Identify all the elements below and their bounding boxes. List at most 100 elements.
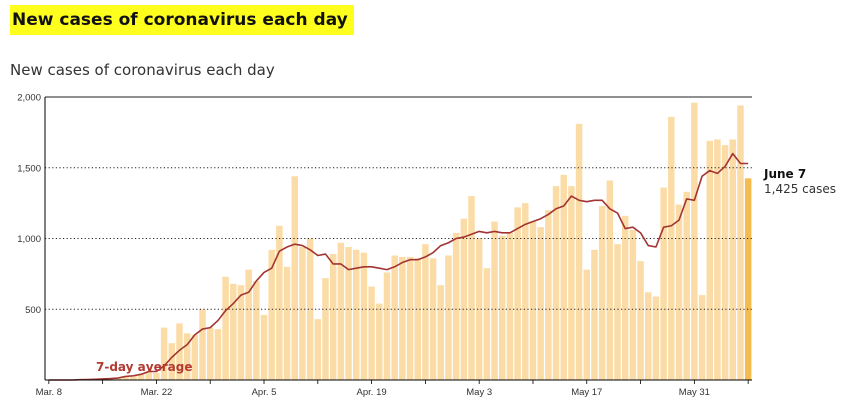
x-tick-label-mar-8: Mar. 8	[36, 387, 62, 398]
x-tick-label-may-17: May 17	[571, 387, 602, 398]
bar-apr-19	[368, 286, 375, 380]
bar-may-24	[637, 261, 644, 380]
bar-apr-6	[268, 249, 275, 380]
bar-june-1	[698, 295, 706, 380]
bar-apr-7	[276, 225, 283, 380]
bar-may-16	[575, 123, 583, 380]
bar-may-4	[483, 268, 491, 380]
bar-may-23	[629, 230, 637, 380]
bar-apr-14	[329, 254, 337, 380]
bar-june-2	[706, 140, 713, 380]
last-date-label: June 7	[763, 167, 806, 181]
bar-may-1	[460, 218, 468, 380]
bar-apr-11	[306, 238, 314, 380]
bar-mar-21	[145, 371, 152, 380]
bar-apr-3	[245, 269, 252, 380]
bar-may-3	[475, 238, 483, 380]
bar-mar-27	[191, 334, 199, 380]
bar-may-8	[514, 207, 521, 380]
bar-mar-31	[222, 276, 229, 380]
bar-mar-25	[176, 323, 183, 380]
avg-line-label: 7-day average	[96, 360, 192, 374]
bar-apr-15	[337, 242, 345, 380]
bar-may-25	[645, 292, 652, 380]
bar-apr-2	[237, 285, 245, 380]
bar-may-11	[537, 227, 544, 380]
grid-lines: 2,000 1,500 1,000 500	[17, 93, 752, 316]
bar-apr-21	[383, 272, 391, 380]
bar-apr-5	[260, 314, 268, 380]
bar-may-15	[568, 186, 575, 380]
bar-may-17	[583, 269, 591, 380]
bar-may-10	[529, 221, 537, 380]
bar-apr-26	[422, 244, 429, 380]
bar-mar-22	[153, 372, 160, 380]
bar-may-19	[598, 205, 606, 380]
bar-apr-12	[314, 319, 322, 380]
bar-apr-20	[376, 303, 383, 380]
x-tick-label-mar-22: Mar. 22	[141, 387, 173, 398]
chart-title: New cases of coronavirus each day	[10, 61, 275, 79]
bar-may-26	[652, 296, 660, 380]
bar-apr-10	[299, 246, 306, 380]
bar-may-7	[506, 232, 514, 380]
y-tick-label-1500: 1,500	[17, 163, 41, 174]
labels-group: 7-day average June 7 1,425 cases	[96, 167, 836, 374]
bar-mar-17	[114, 378, 122, 380]
x-tick-label-may-3: May 3	[466, 387, 492, 398]
last-value-label: 1,425 cases	[764, 182, 836, 196]
x-tick-label-apr-5: Apr. 5	[252, 387, 277, 398]
bar-apr-16	[345, 246, 352, 380]
bar-may-12	[545, 210, 552, 380]
bar-june-6	[737, 105, 744, 381]
average-line-group	[48, 152, 749, 381]
axes-group: Mar. 8 Mar. 22 Apr. 5 Apr. 19 May 3 May 17 May…	[36, 97, 752, 398]
bar-apr-25	[414, 258, 421, 380]
bar-mar-20	[137, 374, 145, 380]
bar-may-22	[621, 215, 629, 380]
bar-may-2	[468, 196, 475, 380]
bar-apr-1	[230, 283, 237, 380]
bar-apr-9	[291, 176, 298, 380]
bar-apr-24	[406, 256, 414, 380]
bar-mar-18	[122, 376, 129, 380]
bar-mar-28	[199, 309, 206, 380]
bar-june-4	[721, 145, 729, 380]
x-tick-label-apr-19: Apr. 19	[357, 387, 387, 398]
bar-apr-29	[445, 255, 452, 380]
bar-apr-13	[322, 278, 329, 380]
bar-mar-24	[168, 343, 176, 380]
y-tick-label-2000: 2,000	[17, 93, 41, 104]
bar-apr-27	[429, 258, 437, 380]
bar-june-3	[714, 139, 721, 380]
bar-may-30	[683, 191, 690, 380]
bar-mar-29	[206, 327, 214, 380]
avg-line	[48, 152, 749, 381]
bar-may-9	[522, 203, 529, 381]
bar-mar-23	[160, 327, 168, 380]
bar-apr-30	[452, 232, 460, 380]
bar-mar-30	[214, 329, 222, 380]
bar-mar-26	[183, 333, 191, 380]
bar-may-27	[660, 187, 667, 380]
y-tick-label-500: 500	[25, 305, 41, 316]
bar-apr-28	[437, 285, 444, 380]
bar-may-31	[691, 102, 698, 380]
bar-may-28	[668, 116, 675, 380]
bar-may-21	[614, 244, 621, 380]
bar-may-5	[491, 221, 498, 380]
bar-apr-8	[283, 266, 291, 380]
bar-apr-4	[253, 280, 260, 380]
bar-apr-18	[360, 252, 368, 380]
bar-may-6	[499, 235, 506, 380]
bar-apr-22	[391, 255, 398, 380]
bar-june-5	[729, 139, 737, 380]
bars-group	[76, 102, 752, 381]
bar-june-7	[744, 178, 752, 380]
bar-may-13	[552, 186, 560, 380]
headline: New cases of coronavirus each day	[10, 5, 354, 35]
bar-may-29	[675, 204, 683, 380]
bar-apr-17	[352, 249, 360, 380]
bar-mar-19	[130, 375, 137, 380]
